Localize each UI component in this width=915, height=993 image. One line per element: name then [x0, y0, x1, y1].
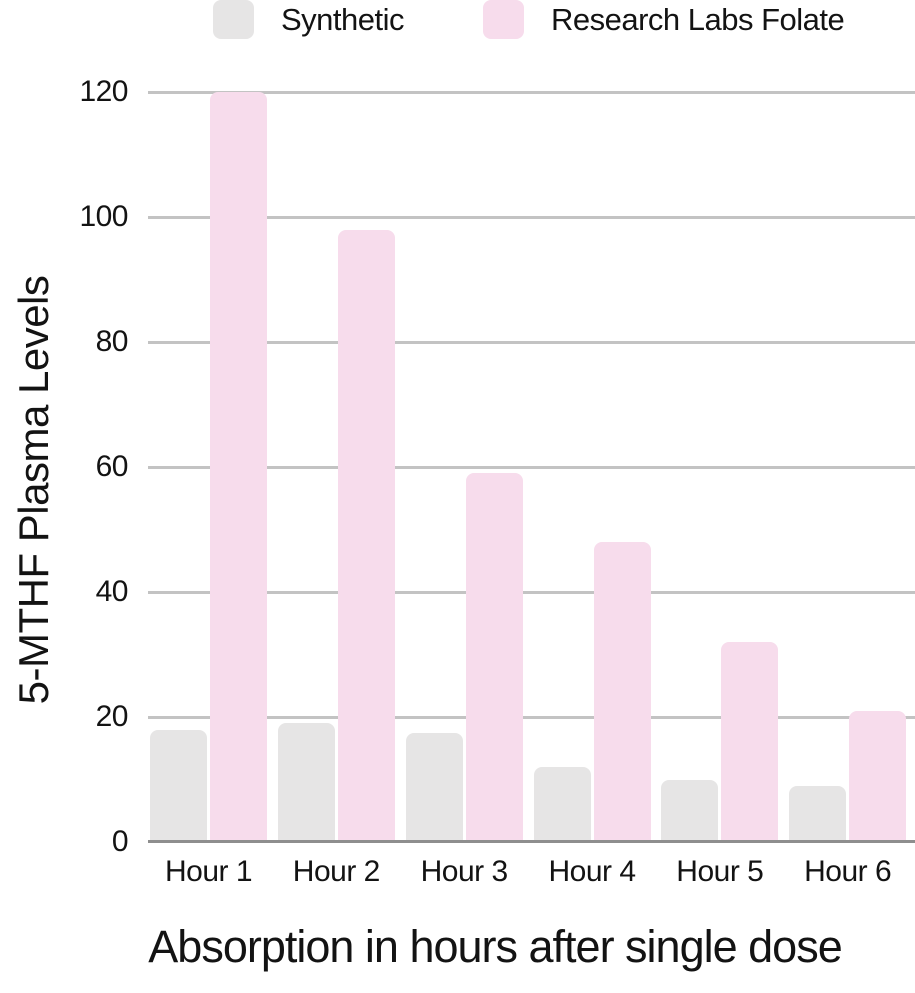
y-tick-label-120: 120 [79, 75, 128, 108]
bar-hour-2-synthetic [277, 723, 335, 842]
bar-hour-4-synthetic [533, 767, 591, 842]
y-tick-label-0: 0 [111, 825, 129, 858]
y-tick-label-20: 20 [95, 700, 129, 733]
gridline-100 [148, 215, 915, 219]
bar-hour-1-synthetic [150, 729, 207, 842]
legend-item-synthetic: Synthetic [213, 0, 405, 39]
x-tick-label-hour-2: Hour 2 [292, 855, 381, 888]
x-tick-label-hour-1: Hour 1 [164, 855, 253, 888]
bar-hour-6-research-labs-folate [849, 710, 907, 842]
x-tick-label-hour-3: Hour 3 [420, 855, 509, 888]
legend-swatch-research-labs-folate [483, 0, 524, 39]
x-tick-label-hour-6: Hour 6 [804, 855, 892, 888]
bar-hour-5-synthetic [661, 779, 719, 842]
bar-hour-3-research-labs-folate [465, 473, 523, 842]
legend-item-research-labs-folate: Research Labs Folate [483, 0, 845, 39]
y-tick-label-100: 100 [79, 200, 128, 233]
bar-hour-2-research-labs-folate [337, 229, 395, 842]
x-axis-line [148, 840, 915, 843]
gridline-80 [148, 340, 915, 344]
y-tick-label-80: 80 [95, 325, 129, 358]
gridline-20 [148, 715, 915, 719]
y-tick-label-40: 40 [95, 575, 129, 608]
legend-label-research-labs-folate: Research Labs Folate [551, 2, 845, 37]
bar-hour-4-research-labs-folate [593, 542, 651, 842]
legend-swatch-synthetic [213, 0, 254, 39]
gridline-60 [148, 465, 915, 469]
x-tick-label-hour-4: Hour 4 [548, 855, 636, 888]
y-tick-label-60: 60 [95, 450, 129, 483]
gridline-120 [148, 90, 915, 94]
bar-hour-5-research-labs-folate [721, 642, 779, 842]
x-tick-label-hour-5: Hour 5 [676, 855, 764, 888]
plot-area [148, 90, 915, 843]
legend-label-synthetic: Synthetic [281, 2, 405, 37]
bar-hour-1-research-labs-folate [210, 92, 267, 842]
bar-hour-6-synthetic [789, 785, 847, 842]
bar-hour-3-synthetic [405, 732, 463, 842]
gridline-40 [148, 590, 915, 594]
x-axis-title: Absorption in hours after single dose [148, 921, 842, 972]
